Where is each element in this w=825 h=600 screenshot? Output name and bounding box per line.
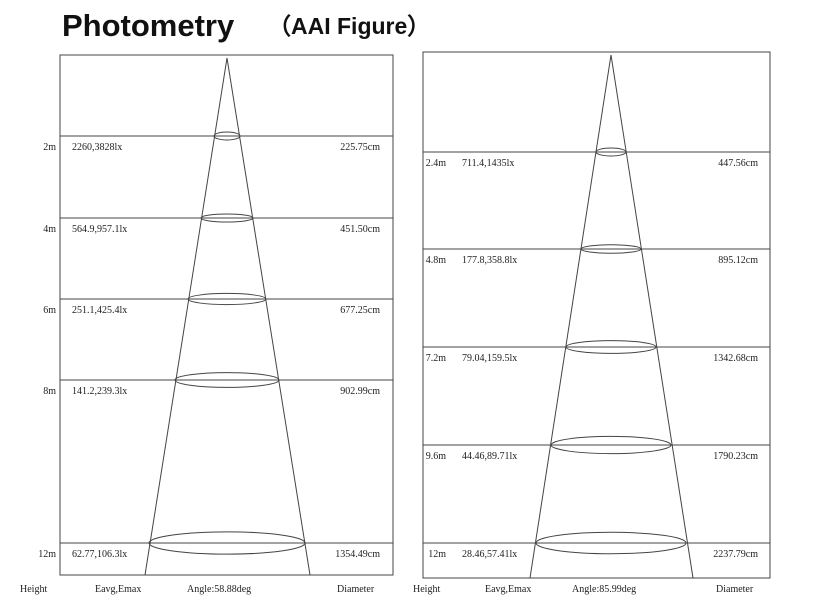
beam-ellipse	[595, 147, 627, 157]
diameter-label: 447.56cm	[718, 158, 758, 169]
diameter-label: 677.25cm	[340, 305, 380, 316]
cone-edge	[226, 57, 311, 576]
diameter-label: 2237.79cm	[713, 549, 758, 560]
panel-frame	[422, 51, 771, 579]
beam-ellipse	[535, 531, 687, 555]
diameter-label: 225.75cm	[340, 142, 380, 153]
cone-edge	[144, 57, 228, 576]
footer-diameter: Diameter	[337, 584, 375, 595]
footer-diameter: Diameter	[716, 584, 754, 595]
lux-label: 28.46,57.41lx	[462, 549, 517, 560]
diameter-label: 895.12cm	[718, 255, 758, 266]
height-label: 9.6m	[426, 451, 447, 462]
footer-angle: Angle:85.99deg	[572, 584, 636, 595]
diameter-label: 1354.49cm	[335, 549, 380, 560]
footer-height: Height	[20, 584, 47, 595]
diameter-label: 1342.68cm	[713, 353, 758, 364]
beam-ellipse	[148, 531, 306, 555]
height-label: 7.2m	[426, 353, 447, 364]
height-label: 2m	[43, 142, 56, 153]
lux-label: 2260,3828lx	[72, 142, 122, 153]
footer-angle: Angle:58.88deg	[187, 584, 251, 595]
lux-label: 177.8,358.8lx	[462, 255, 517, 266]
lux-label: 711.4,1435lx	[462, 158, 514, 169]
panel-frame	[59, 54, 394, 576]
height-label: 4.8m	[426, 255, 447, 266]
cone-edge	[610, 54, 694, 579]
height-label: 4m	[43, 224, 56, 235]
lux-label: 251.1,425.4lx	[72, 305, 127, 316]
lux-label: 79.04,159.5lx	[462, 353, 517, 364]
diameter-label: 1790.23cm	[713, 451, 758, 462]
beam-ellipse	[174, 372, 280, 388]
beam-ellipse	[187, 292, 267, 306]
lux-label: 44.46,89.71lx	[462, 451, 517, 462]
footer-lux: Eavg,Emax	[485, 584, 531, 595]
beam-ellipse	[213, 131, 241, 141]
lux-label: 62.77,106.3lx	[72, 549, 127, 560]
diameter-label: 902.99cm	[340, 386, 380, 397]
footer-height: Height	[413, 584, 440, 595]
cone-edge	[529, 54, 612, 579]
height-label: 12m	[38, 549, 56, 560]
diameter-label: 451.50cm	[340, 224, 380, 235]
subtitle: （AAI Figure）	[268, 13, 430, 39]
height-label: 2.4m	[426, 158, 447, 169]
title: Photometry	[62, 8, 235, 43]
height-label: 12m	[428, 549, 446, 560]
footer-lux: Eavg,Emax	[95, 584, 141, 595]
beam-ellipse	[550, 435, 672, 455]
beam-ellipse	[580, 244, 642, 254]
height-label: 8m	[43, 386, 56, 397]
beam-ellipse	[565, 340, 657, 354]
height-label: 6m	[43, 305, 56, 316]
lux-label: 564.9,957.1lx	[72, 224, 127, 235]
lux-label: 141.2,239.3lx	[72, 386, 127, 397]
beam-ellipse	[200, 213, 254, 223]
